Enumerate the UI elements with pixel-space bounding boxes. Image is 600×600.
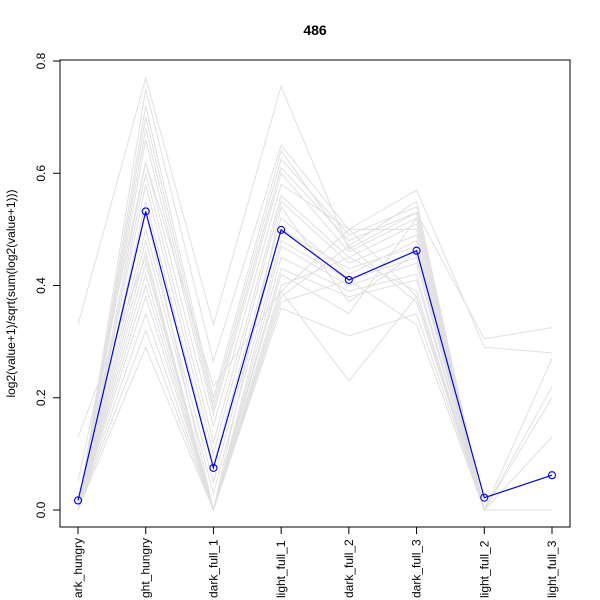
y-tick-label: 0.6 (34, 165, 48, 182)
y-axis: 0.0 0.2 0.4 0.6 0.8 (34, 52, 61, 518)
y-tick-label: 0.2 (34, 389, 48, 406)
background-series-line-17 (77, 290, 552, 512)
background-series-line-2 (77, 88, 553, 511)
x-tick-label-dark_full_3: dark_full_3 (410, 539, 424, 598)
highlight-point-dark_hungry (73, 496, 83, 505)
background-series-line-9 (77, 184, 552, 511)
highlight-series-line (77, 211, 553, 501)
y-tick-label: 0.8 (34, 52, 48, 69)
x-tick-label-light_full_1: light_full_1 (274, 540, 288, 598)
y-tick-label: 0.4 (34, 277, 48, 294)
highlight-point-dark_full_2 (344, 275, 353, 284)
x-tick-label-dark_hungry: ark_hungry (71, 538, 85, 598)
background-series-line-12 (77, 238, 552, 511)
highlight-point-light_full_1 (277, 225, 286, 234)
background-series-line-20 (77, 255, 552, 512)
y-axis-label: log2(value+1)/sqrt(sum(log2(value+1))) (4, 189, 18, 397)
background-series-line-19 (77, 307, 552, 512)
background-series-line-1 (77, 75, 553, 340)
highlight-point-dark_full_1 (209, 463, 218, 472)
highlight-series-group (73, 207, 557, 505)
y-tick-label: 0.0 (34, 501, 48, 518)
x-tick-label-light_hungry: ght_hungry (139, 538, 153, 598)
x-axis: ark_hungry ght_hungry dark_full_1 light_ful… (71, 527, 559, 598)
highlight-point-light_full_3 (547, 471, 557, 480)
chart-title: 486 (303, 22, 327, 38)
highlight-point-dark_full_3 (412, 246, 421, 255)
background-series-line-22 (77, 216, 553, 512)
background-series-line-15 (77, 268, 552, 512)
highlight-point-light_hungry (141, 207, 150, 216)
x-tick-label-dark_full_2: dark_full_2 (342, 539, 356, 598)
x-tick-label-light_full_3: light_full_3 (545, 540, 559, 598)
background-series-line-21 (77, 161, 553, 511)
x-tick-label-dark_full_1: dark_full_1 (206, 539, 220, 598)
x-tick-label-light_full_2: light_full_2 (477, 540, 491, 598)
background-series-group (77, 75, 553, 512)
highlight-point-light_full_2 (480, 493, 489, 502)
